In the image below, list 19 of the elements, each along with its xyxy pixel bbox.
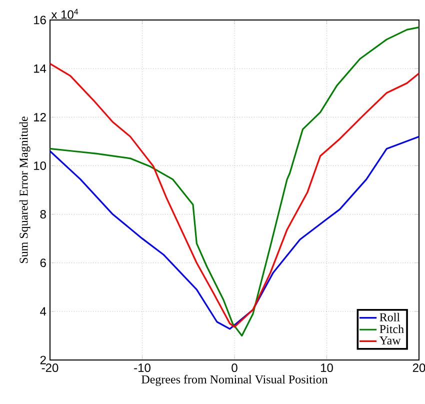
y-tick-label: 10 <box>34 161 46 170</box>
y-axis-title: Sum Squared Error Magnitude <box>19 116 30 264</box>
x-tick-label: -20 <box>42 364 58 372</box>
y-tick-label: 14 <box>34 64 46 73</box>
y-tick-label: 12 <box>34 112 46 122</box>
x-axis-title: Degrees from Nominal Visual Position <box>142 374 328 386</box>
y-tick-label: 6 <box>40 258 46 268</box>
legend-label: Roll <box>380 312 400 322</box>
legend-label: Pitch <box>380 324 404 334</box>
text: x 10$^{4}$ <box>51 8 78 19</box>
x-tick-label: 0 <box>232 364 238 372</box>
x-tick-label: 20 <box>412 364 425 372</box>
y-tick-label: 4 <box>40 307 46 316</box>
x-tick-label: -10 <box>134 364 150 372</box>
y-tick-label: 2 <box>40 356 46 364</box>
legend-label: Yaw <box>380 336 401 345</box>
y-tick-label: 16 <box>34 16 46 24</box>
y-tick-label: 8 <box>40 210 46 219</box>
x-tick-label: 10 <box>320 364 333 372</box>
